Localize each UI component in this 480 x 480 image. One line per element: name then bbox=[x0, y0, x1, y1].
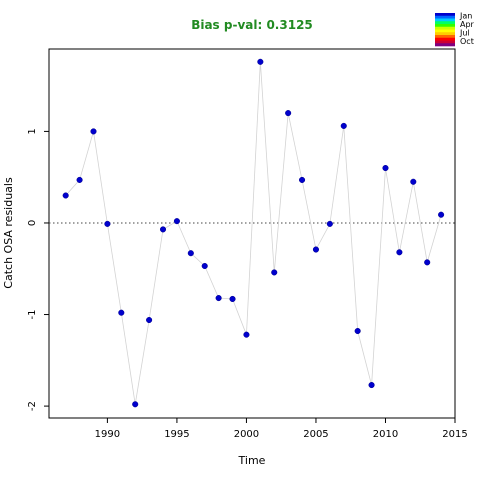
residual-point bbox=[271, 269, 278, 276]
legend-label: Apr bbox=[460, 20, 475, 29]
residual-points bbox=[62, 58, 445, 408]
residual-point bbox=[90, 128, 97, 135]
legend-label: Jan bbox=[459, 12, 472, 21]
x-axis: 1990 1995 2000 2005 2010 2015 bbox=[95, 418, 468, 440]
residual-point bbox=[257, 58, 264, 65]
y-tick-label: 0 bbox=[27, 220, 38, 226]
residual-point bbox=[229, 295, 236, 303]
x-tick-label: 2015 bbox=[442, 429, 467, 440]
legend-color-band bbox=[435, 26, 455, 30]
residual-point bbox=[410, 178, 417, 185]
residual-point bbox=[62, 192, 69, 199]
y-tick-label: -1 bbox=[27, 310, 38, 320]
legend-label: Jul bbox=[459, 29, 470, 38]
residual-point bbox=[173, 218, 180, 225]
legend-color-band bbox=[435, 21, 455, 25]
y-tick-label: -2 bbox=[27, 401, 38, 411]
residual-point bbox=[312, 246, 320, 253]
legend-color-band bbox=[435, 15, 455, 19]
residual-point bbox=[326, 220, 333, 227]
residual-point bbox=[187, 250, 194, 257]
chart-title: Bias p-val: 0.3125 bbox=[191, 18, 313, 32]
x-axis-title: Time bbox=[238, 454, 266, 467]
x-tick-label: 2000 bbox=[234, 429, 259, 440]
x-tick-label: 1990 bbox=[95, 429, 120, 440]
x-tick-label: 2010 bbox=[373, 429, 398, 440]
residual-point bbox=[118, 309, 125, 316]
residual-point bbox=[354, 327, 361, 335]
residual-point bbox=[215, 295, 222, 302]
residual-point bbox=[159, 226, 167, 233]
legend-color-band bbox=[435, 13, 455, 17]
legend-label: Oct bbox=[460, 37, 474, 46]
legend-color-band bbox=[435, 24, 455, 28]
residual-point bbox=[201, 262, 208, 270]
y-axis-title: Catch OSA residuals bbox=[2, 177, 15, 289]
residual-point bbox=[299, 176, 306, 183]
legend-color-band bbox=[435, 37, 455, 41]
plot-frame bbox=[48, 48, 456, 419]
legend-color-band bbox=[435, 29, 455, 33]
residual-point bbox=[132, 401, 139, 408]
y-axis: -2 -1 0 1 bbox=[27, 128, 49, 411]
residual-point bbox=[146, 316, 153, 324]
legend-color-band bbox=[435, 18, 455, 22]
y-tick-label: 1 bbox=[27, 128, 38, 134]
residual-point bbox=[243, 331, 250, 338]
legend-color-band bbox=[435, 43, 455, 47]
legend-color-band bbox=[435, 32, 455, 36]
residual-point bbox=[76, 176, 83, 183]
x-tick-label: 1995 bbox=[164, 429, 189, 440]
residual-point bbox=[368, 381, 375, 389]
residual-connector-line bbox=[65, 61, 442, 405]
residual-point bbox=[382, 164, 389, 172]
residual-point bbox=[396, 249, 403, 256]
residual-point bbox=[104, 220, 111, 227]
residual-point bbox=[340, 122, 347, 129]
residual-point bbox=[424, 259, 431, 266]
legend-color-band bbox=[435, 40, 455, 44]
x-tick-label: 2005 bbox=[303, 429, 328, 440]
residual-point bbox=[438, 211, 445, 218]
legend-color-band bbox=[435, 35, 455, 39]
residual-point bbox=[285, 110, 292, 117]
